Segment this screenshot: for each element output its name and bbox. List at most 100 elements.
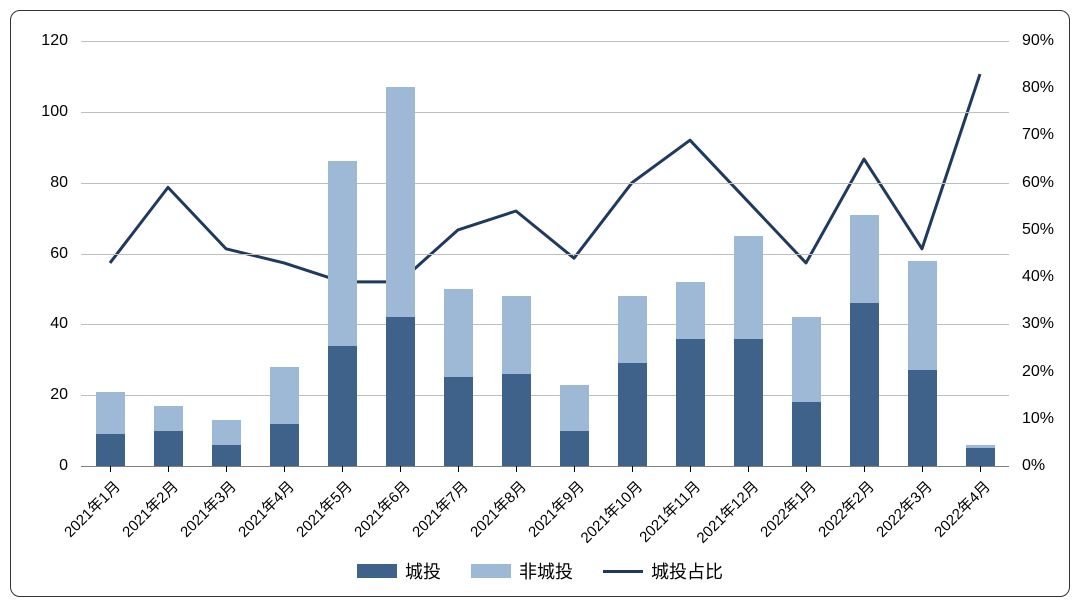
bar-group	[850, 41, 879, 466]
bar-group	[560, 41, 589, 466]
x-axis-label: 2021年4月	[233, 476, 299, 542]
y-right-tick: 70%	[1022, 126, 1072, 144]
legend-swatch	[357, 564, 397, 578]
x-tick-mark	[574, 466, 575, 472]
legend-swatch	[471, 564, 511, 578]
x-tick-mark	[284, 466, 285, 472]
bar-non-chengtou	[966, 445, 995, 449]
x-axis-label: 2022年2月	[813, 476, 879, 542]
legend-item: 城投占比	[603, 558, 723, 584]
bar-chengtou	[96, 434, 125, 466]
y-right-tick: 90%	[1022, 32, 1072, 50]
y-right-tick: 50%	[1022, 221, 1072, 239]
bar-group	[328, 41, 357, 466]
bar-chengtou	[966, 448, 995, 466]
x-tick-mark	[516, 466, 517, 472]
y-right-tick: 30%	[1022, 315, 1072, 333]
x-tick-mark	[690, 466, 691, 472]
x-tick-mark	[226, 466, 227, 472]
bar-non-chengtou	[444, 289, 473, 378]
x-tick-mark	[168, 466, 169, 472]
bar-group	[96, 41, 125, 466]
bar-group	[386, 41, 415, 466]
y-right-tick: 80%	[1022, 79, 1072, 97]
bar-chengtou	[386, 317, 415, 466]
legend-label: 城投	[405, 558, 441, 584]
y-right-tick: 10%	[1022, 410, 1072, 428]
bar-group	[154, 41, 183, 466]
bar-group	[792, 41, 821, 466]
x-tick-mark	[980, 466, 981, 472]
legend-line-swatch	[603, 570, 643, 573]
plot-area	[81, 41, 1009, 466]
x-axis-label: 2021年3月	[175, 476, 241, 542]
x-tick-mark	[806, 466, 807, 472]
x-tick-mark	[110, 466, 111, 472]
y-right-tick: 60%	[1022, 174, 1072, 192]
bar-chengtou	[328, 346, 357, 466]
y-right-tick: 20%	[1022, 363, 1072, 381]
bar-chengtou	[154, 431, 183, 466]
y-left-tick: 120	[18, 32, 68, 50]
chart-container: 020406080100120 0%10%20%30%40%50%60%70%8…	[10, 10, 1070, 597]
bar-chengtou	[444, 377, 473, 466]
bar-chengtou	[734, 339, 763, 467]
x-axis-label: 2021年5月	[291, 476, 357, 542]
y-right-tick: 0%	[1022, 457, 1072, 475]
y-right-tick: 40%	[1022, 268, 1072, 286]
x-axis-label: 2021年2月	[117, 476, 183, 542]
bar-non-chengtou	[328, 161, 357, 345]
bar-chengtou	[502, 374, 531, 466]
bar-chengtou	[212, 445, 241, 466]
bar-non-chengtou	[502, 296, 531, 374]
y-left-tick: 40	[18, 315, 68, 333]
legend-item: 城投	[357, 558, 441, 584]
bar-group	[734, 41, 763, 466]
x-tick-mark	[632, 466, 633, 472]
x-tick-mark	[748, 466, 749, 472]
bar-group	[212, 41, 241, 466]
x-axis-label: 2022年1月	[755, 476, 821, 542]
bar-non-chengtou	[908, 261, 937, 371]
bar-group	[966, 41, 995, 466]
x-axis-label: 2021年7月	[407, 476, 473, 542]
x-tick-mark	[400, 466, 401, 472]
bar-non-chengtou	[96, 392, 125, 435]
x-tick-mark	[458, 466, 459, 472]
bar-group	[444, 41, 473, 466]
bar-non-chengtou	[212, 420, 241, 445]
legend-label: 非城投	[519, 558, 573, 584]
y-left-tick: 0	[18, 457, 68, 475]
x-axis-label: 2022年3月	[871, 476, 937, 542]
bar-chengtou	[850, 303, 879, 466]
y-axis-right: 0%10%20%30%40%50%60%70%80%90%	[1014, 41, 1069, 466]
bar-non-chengtou	[792, 317, 821, 402]
bar-group	[270, 41, 299, 466]
x-tick-mark	[922, 466, 923, 472]
x-axis-label: 2021年12月	[691, 476, 762, 547]
bar-non-chengtou	[386, 87, 415, 317]
x-axis-label: 2022年4月	[929, 476, 995, 542]
y-left-tick: 100	[18, 103, 68, 121]
y-left-tick: 60	[18, 245, 68, 263]
bar-chengtou	[908, 370, 937, 466]
bar-non-chengtou	[676, 282, 705, 339]
y-left-tick: 20	[18, 386, 68, 404]
bar-group	[502, 41, 531, 466]
x-axis-label: 2021年8月	[465, 476, 531, 542]
bar-chengtou	[270, 424, 299, 467]
y-axis-left: 020406080100120	[11, 41, 76, 466]
bar-group	[618, 41, 647, 466]
x-axis-label: 2021年10月	[575, 476, 646, 547]
bar-non-chengtou	[560, 385, 589, 431]
legend: 城投 非城投 城投占比	[11, 558, 1069, 584]
legend-label: 城投占比	[651, 558, 723, 584]
x-tick-mark	[342, 466, 343, 472]
bar-non-chengtou	[154, 406, 183, 431]
bar-chengtou	[792, 402, 821, 466]
bar-chengtou	[618, 363, 647, 466]
bar-chengtou	[560, 431, 589, 466]
legend-item: 非城投	[471, 558, 573, 584]
bar-non-chengtou	[270, 367, 299, 424]
bar-group	[676, 41, 705, 466]
